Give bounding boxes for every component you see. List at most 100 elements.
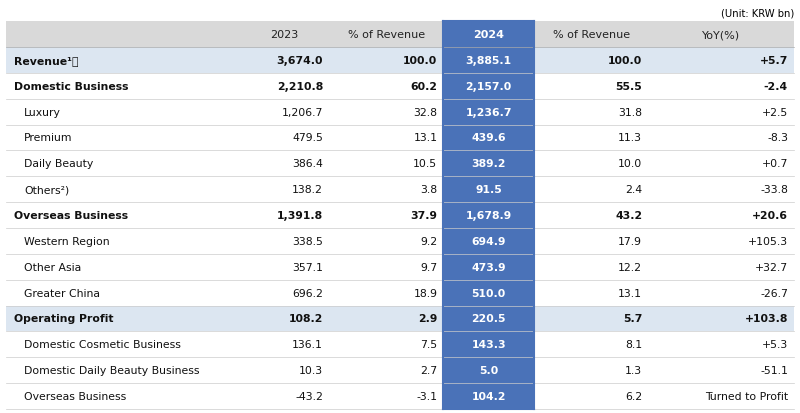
Text: 10.5: 10.5 bbox=[414, 159, 438, 169]
Text: -2.4: -2.4 bbox=[764, 82, 788, 92]
Text: Domestic Cosmetic Business: Domestic Cosmetic Business bbox=[24, 339, 181, 349]
Text: 1,391.8: 1,391.8 bbox=[277, 211, 323, 221]
Text: % of Revenue: % of Revenue bbox=[553, 30, 630, 40]
Text: 104.2: 104.2 bbox=[471, 391, 506, 401]
Text: 11.3: 11.3 bbox=[618, 133, 642, 143]
Text: 100.0: 100.0 bbox=[608, 56, 642, 66]
Text: 7.5: 7.5 bbox=[420, 339, 438, 349]
Text: 510.0: 510.0 bbox=[471, 288, 506, 298]
Text: -33.8: -33.8 bbox=[760, 185, 788, 195]
Text: 9.2: 9.2 bbox=[420, 236, 438, 246]
Text: 10.0: 10.0 bbox=[618, 159, 642, 169]
Text: 10.3: 10.3 bbox=[299, 366, 323, 375]
Text: +105.3: +105.3 bbox=[748, 236, 788, 246]
Text: Overseas Business: Overseas Business bbox=[24, 391, 126, 401]
Text: -8.3: -8.3 bbox=[767, 133, 788, 143]
Bar bbox=[6, 357, 794, 383]
Bar bbox=[6, 125, 794, 151]
Text: 143.3: 143.3 bbox=[471, 339, 506, 349]
Bar bbox=[648, 22, 794, 48]
Text: 2,157.0: 2,157.0 bbox=[466, 82, 512, 92]
Bar bbox=[443, 22, 534, 48]
Text: 60.2: 60.2 bbox=[410, 82, 438, 92]
Text: Turned to Profit: Turned to Profit bbox=[705, 391, 788, 401]
Text: 138.2: 138.2 bbox=[292, 185, 323, 195]
Text: 3,674.0: 3,674.0 bbox=[277, 56, 323, 66]
Text: 694.9: 694.9 bbox=[471, 236, 506, 246]
Bar bbox=[443, 228, 534, 254]
Text: 1,678.9: 1,678.9 bbox=[466, 211, 512, 221]
Text: +5.7: +5.7 bbox=[760, 56, 788, 66]
Text: 3,885.1: 3,885.1 bbox=[466, 56, 512, 66]
Text: 18.9: 18.9 bbox=[414, 288, 438, 298]
Text: 31.8: 31.8 bbox=[618, 107, 642, 117]
Bar bbox=[6, 151, 794, 177]
Text: Greater China: Greater China bbox=[24, 288, 100, 298]
Text: 136.1: 136.1 bbox=[292, 339, 323, 349]
Text: 55.5: 55.5 bbox=[615, 82, 642, 92]
Bar bbox=[6, 177, 794, 203]
Bar bbox=[534, 22, 648, 48]
Text: 6.2: 6.2 bbox=[625, 391, 642, 401]
Text: 5.7: 5.7 bbox=[623, 314, 642, 324]
Bar bbox=[443, 383, 534, 409]
Text: -26.7: -26.7 bbox=[760, 288, 788, 298]
Text: 100.0: 100.0 bbox=[403, 56, 438, 66]
Text: 357.1: 357.1 bbox=[292, 262, 323, 272]
Text: 696.2: 696.2 bbox=[292, 288, 323, 298]
Bar bbox=[443, 254, 534, 280]
Text: 1,206.7: 1,206.7 bbox=[282, 107, 323, 117]
Text: Domestic Business: Domestic Business bbox=[14, 82, 129, 92]
Bar bbox=[443, 203, 534, 228]
Text: Luxury: Luxury bbox=[24, 107, 61, 117]
Text: 386.4: 386.4 bbox=[292, 159, 323, 169]
Text: (Unit: KRW bn): (Unit: KRW bn) bbox=[721, 8, 794, 18]
Bar bbox=[329, 22, 443, 48]
Bar bbox=[238, 22, 329, 48]
Bar bbox=[443, 125, 534, 151]
Text: 2.4: 2.4 bbox=[625, 185, 642, 195]
Text: +103.8: +103.8 bbox=[745, 314, 788, 324]
Bar bbox=[6, 332, 794, 357]
Bar bbox=[6, 306, 794, 332]
Bar bbox=[6, 280, 794, 306]
Text: Overseas Business: Overseas Business bbox=[14, 211, 128, 221]
Text: -43.2: -43.2 bbox=[295, 391, 323, 401]
Text: 338.5: 338.5 bbox=[292, 236, 323, 246]
Text: 3.8: 3.8 bbox=[420, 185, 438, 195]
Bar bbox=[6, 254, 794, 280]
Bar bbox=[6, 100, 794, 125]
Bar bbox=[443, 74, 534, 100]
Text: Daily Beauty: Daily Beauty bbox=[24, 159, 94, 169]
Text: 43.2: 43.2 bbox=[615, 211, 642, 221]
Bar bbox=[443, 280, 534, 306]
Bar bbox=[6, 228, 794, 254]
Text: 479.5: 479.5 bbox=[292, 133, 323, 143]
Text: +32.7: +32.7 bbox=[755, 262, 788, 272]
Text: 13.1: 13.1 bbox=[414, 133, 438, 143]
Text: 17.9: 17.9 bbox=[618, 236, 642, 246]
Text: Revenue¹⧠: Revenue¹⧠ bbox=[14, 56, 78, 66]
Text: +20.6: +20.6 bbox=[752, 211, 788, 221]
Text: 2023: 2023 bbox=[270, 30, 298, 40]
Text: Others²): Others²) bbox=[24, 185, 70, 195]
Bar bbox=[443, 357, 534, 383]
Bar bbox=[443, 100, 534, 125]
Bar bbox=[443, 151, 534, 177]
Bar bbox=[443, 48, 534, 74]
Text: 32.8: 32.8 bbox=[414, 107, 438, 117]
Text: 108.2: 108.2 bbox=[289, 314, 323, 324]
Text: 2.9: 2.9 bbox=[418, 314, 438, 324]
Text: Premium: Premium bbox=[24, 133, 73, 143]
Text: % of Revenue: % of Revenue bbox=[348, 30, 425, 40]
Text: -51.1: -51.1 bbox=[760, 366, 788, 375]
Text: 220.5: 220.5 bbox=[471, 314, 506, 324]
Bar bbox=[443, 306, 534, 332]
Text: 8.1: 8.1 bbox=[625, 339, 642, 349]
Text: +0.7: +0.7 bbox=[762, 159, 788, 169]
Text: 2,210.8: 2,210.8 bbox=[277, 82, 323, 92]
Text: 1.3: 1.3 bbox=[625, 366, 642, 375]
Text: YoY(%): YoY(%) bbox=[702, 30, 740, 40]
Text: 2024: 2024 bbox=[473, 30, 504, 40]
Text: Other Asia: Other Asia bbox=[24, 262, 82, 272]
